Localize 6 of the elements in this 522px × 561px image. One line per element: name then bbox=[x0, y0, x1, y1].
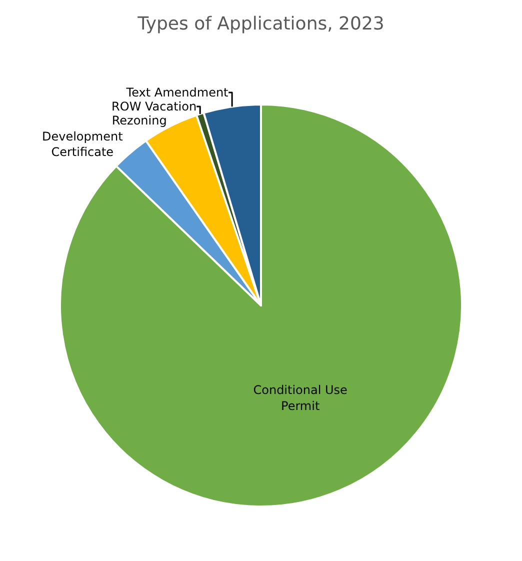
slice-label: Text Amendment bbox=[125, 86, 229, 100]
slice-label: Conditional Use Permit bbox=[253, 383, 348, 413]
slice-label: Rezoning bbox=[112, 114, 167, 128]
chart-title: Types of Applications, 2023 bbox=[136, 13, 384, 34]
slice-label: ROW Vacation bbox=[112, 100, 197, 114]
slice-label: Development Certificate bbox=[42, 129, 124, 159]
